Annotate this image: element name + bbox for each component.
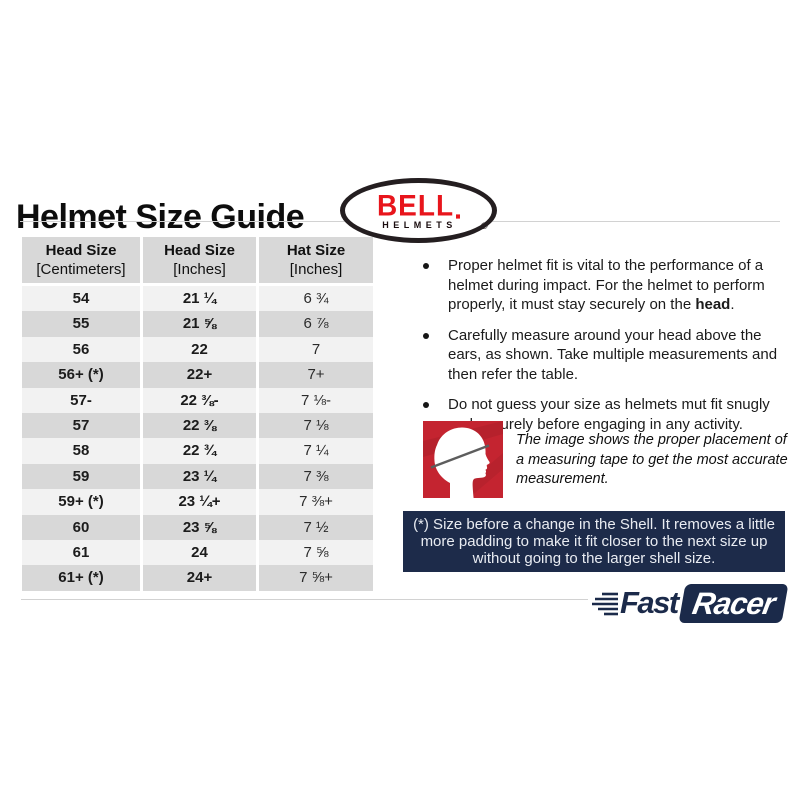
table-cell: 61 <box>22 539 140 566</box>
table-row: 56 22 7 <box>22 336 373 363</box>
size-table-header: Head Size [Centimeters] Head Size [Inche… <box>22 237 373 283</box>
icon-caption: The image shows the proper placement of … <box>516 432 788 487</box>
fastracer-logo: Fast Racer <box>588 580 789 626</box>
registered-trademark-icon: ® <box>481 221 488 231</box>
speed-lines-icon <box>592 592 618 616</box>
table-cell: 57 <box>22 412 140 439</box>
table-cell: 7 <box>259 336 373 363</box>
head-measurement-icon <box>423 421 503 498</box>
table-cell: 58 <box>22 438 140 464</box>
table-cell: 7 ⅛- <box>259 387 373 413</box>
table-row: 61 24 7 ⅝ <box>22 539 373 566</box>
header-cell-head-size-cm: Head Size [Centimeters] <box>22 237 140 283</box>
table-cell: 57- <box>22 387 140 413</box>
bullet-item: Carefully measure around your head above… <box>415 326 790 385</box>
table-cell: 56 <box>22 336 140 363</box>
table-cell: 59+ (*) <box>22 489 140 515</box>
shell-note-line: without going to the larger shell size. <box>472 550 716 567</box>
table-cell: 23 ⅝ <box>143 514 256 540</box>
table-row: 56+ (*) 22+ 7+ <box>22 362 373 388</box>
table-cell: 7 ½ <box>259 514 373 540</box>
shell-note-line: (*) Size before a change in the Shell. I… <box>413 516 775 533</box>
table-cell: 55 <box>22 311 140 337</box>
bullet-item: Do not guess your size as helmets mut fi… <box>415 395 790 434</box>
shell-note-box: (*) Size before a change in the Shell. I… <box>403 511 785 572</box>
bullet-dot-icon <box>423 263 429 269</box>
bullet-dot-icon <box>423 402 429 408</box>
size-table: Head Size [Centimeters] Head Size [Inche… <box>22 237 373 591</box>
table-cell: 7 ⅝ <box>259 539 373 566</box>
bullet-text: Carefully measure around your head above… <box>448 326 778 383</box>
bullet-dot-icon <box>423 332 429 339</box>
fastracer-fast-text: Fast <box>620 585 679 620</box>
table-cell: 60 <box>22 514 140 540</box>
bell-logo-text: BELL <box>376 188 455 222</box>
footer-divider <box>21 599 780 600</box>
table-cell: 6 ⅞ <box>259 311 373 337</box>
fastracer-racer-badge: Racer <box>678 583 789 623</box>
table-cell: 56+ (*) <box>22 362 140 388</box>
header-cell-head-size-in: Head Size [Inches] <box>143 237 256 283</box>
table-cell: 7 ⅜ <box>259 463 373 490</box>
bell-logo-subtext: HELMETS <box>382 219 457 230</box>
table-cell: 22 ¾ <box>143 438 256 464</box>
fastracer-racer-text: Racer <box>689 585 778 621</box>
bell-dot <box>456 213 461 219</box>
table-cell: 23 ¼ <box>143 463 256 490</box>
header-cell-hat-size-in: Hat Size [Inches] <box>259 237 373 283</box>
table-cell: 7 ⅜+ <box>259 489 373 515</box>
table-cell: 7+ <box>259 362 373 388</box>
table-cell: 24 <box>143 539 256 566</box>
table-cell: 59 <box>22 463 140 490</box>
table-cell: 6 ¾ <box>259 286 373 312</box>
table-cell: 61+ (*) <box>22 565 140 591</box>
bullet-item: Proper helmet fit is vital to the perfor… <box>415 256 790 315</box>
table-cell: 7 ⅛ <box>259 412 373 439</box>
table-cell: 7 ⅝+ <box>259 565 373 591</box>
table-cell: 22 ⅜ <box>143 412 256 439</box>
table-cell: 22 <box>143 336 256 363</box>
fit-tips-list: Proper helmet fit is vital to the perfor… <box>415 256 790 445</box>
table-cell: 23 ¼+ <box>143 489 256 515</box>
table-cell: 21 ⅝ <box>143 311 256 337</box>
bullet-text: Proper helmet fit is vital to the perfor… <box>448 257 765 313</box>
table-cell: 21 ¼ <box>143 286 256 312</box>
table-cell: 54 <box>22 286 140 312</box>
bell-helmets-logo: BELL HELMETS ® <box>340 178 497 243</box>
bullet-text: Do not guess your size as helmets mut fi… <box>448 396 770 433</box>
table-row: 59+ (*) 23 ¼+ 7 ⅜+ <box>22 489 373 515</box>
table-row: 61+ (*) 24+ 7 ⅝+ <box>22 565 373 591</box>
table-cell: 22+ <box>143 362 256 388</box>
table-cell: 7 ¼ <box>259 438 373 464</box>
table-cell: 22 ⅜- <box>143 387 256 413</box>
table-row: 57- 22 ⅜- 7 ⅛- <box>22 387 373 413</box>
table-cell: 24+ <box>143 565 256 591</box>
page-title: Helmet Size Guide <box>16 197 305 236</box>
shell-note-line: more padding to make it fit closer to th… <box>420 533 768 550</box>
bell-logo-wordmark: BELL <box>376 188 461 222</box>
